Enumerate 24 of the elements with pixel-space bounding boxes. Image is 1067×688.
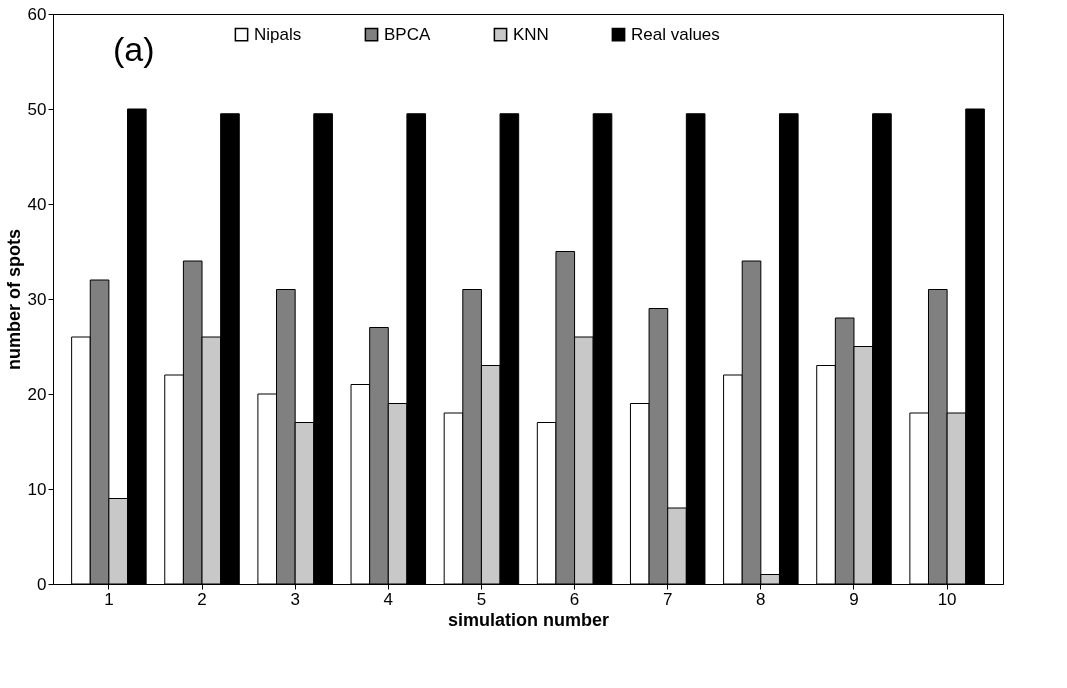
x-tick-label: 1 <box>104 589 114 609</box>
legend-label: BPCA <box>384 24 431 44</box>
y-tick-label: 0 <box>37 574 47 594</box>
x-tick-label: 2 <box>197 589 207 609</box>
y-tick-label: 40 <box>27 194 47 214</box>
x-tick-label: 5 <box>476 589 487 609</box>
y-tick-label: 50 <box>27 99 47 119</box>
legend-label: Nipals <box>254 24 302 44</box>
x-tick-label: 4 <box>383 589 394 609</box>
x-axis-title: simulation number <box>447 609 610 630</box>
x-tick-label: 7 <box>662 589 673 609</box>
x-tick-label: 10 <box>937 589 957 609</box>
legend-label: Real values <box>631 24 720 44</box>
y-axis-title: number of spots <box>3 228 24 371</box>
y-tick-label: 30 <box>27 289 47 309</box>
x-tick-label: 6 <box>569 589 580 609</box>
y-tick-label: 20 <box>27 384 47 404</box>
x-tick-label: 3 <box>290 589 300 609</box>
annotation: (a) <box>113 30 155 68</box>
y-tick-label: 60 <box>27 4 47 24</box>
x-tick-label: 9 <box>849 589 859 609</box>
x-tick-label: 8 <box>756 589 766 609</box>
legend-label: KNN <box>513 24 549 44</box>
y-tick-label: 10 <box>27 479 47 499</box>
